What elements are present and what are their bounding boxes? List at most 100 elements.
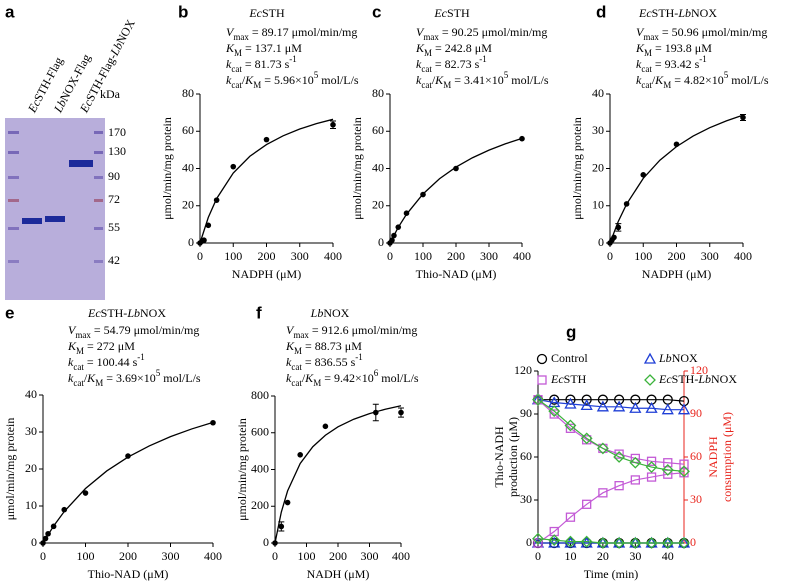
y2-tick-label: 0 [690,535,696,549]
text-part: Ec [87,306,101,320]
text-part: Lb [658,351,672,365]
marker [564,419,577,432]
text-part: = 5.96×10 [261,73,314,87]
text-part: NOX [711,372,737,386]
text-part: / [302,371,306,385]
series-line [537,399,685,472]
marker [645,537,658,549]
marker [614,481,624,491]
marker [646,456,657,466]
text-part: Ec [658,372,672,386]
x-tick-label: 300 [291,249,309,263]
gel [5,118,105,300]
y-tick-label: 0 [378,235,384,249]
x-axis-label: Time (min) [584,567,639,581]
text-part: V [68,323,77,337]
panel-letter: d [596,2,606,21]
annotation: KM = 137.1 μM [225,41,302,58]
fit-curve [199,118,334,244]
x-tick-label: 20 [597,549,609,563]
text-part: = 912.6 μmol/min/mg [309,323,418,337]
text-part: mol/L/s [318,73,359,87]
chart-title: EcSTH-LbNOX [87,306,166,320]
annotation: kcat = 82.73 s-1 [416,54,487,74]
text-part: cat [73,362,84,372]
text-part: k [286,355,292,369]
fit-curve [42,421,214,544]
text-part: = 137.1 μM [242,41,302,55]
text-part: -1 [479,54,487,64]
text-part: cat [291,362,302,372]
text-part: / [84,371,88,385]
gel-unit: kDa [100,87,121,101]
marker [580,535,593,548]
y-tick-label: 600 [251,425,269,439]
y-tick-label: 10 [25,498,37,512]
x-tick-label: 400 [204,549,222,563]
text-part: Ec [550,372,564,386]
y-axis-label: μmol/min/mg protein [3,418,17,521]
x-tick-label: 0 [535,549,541,563]
text-part: = 50.96 μmol/min/mg [659,25,768,39]
text-part: = 88.73 μM [302,339,362,353]
x-axis-label: NADPH (μM) [642,267,711,281]
annotation: Vmax = 50.96 μmol/min/mg [636,25,767,42]
y-tick-label: 120 [514,363,532,377]
text-part: cat [73,378,84,388]
text-part: k [68,355,74,369]
x-tick-label: 0 [607,249,613,263]
x-tick-label: 400 [513,249,531,263]
text-part: Lb [107,40,126,59]
text-part: = 54.79 μmol/min/mg [91,323,200,337]
x-axis-label: Thio-NAD (μM) [88,567,169,581]
text-part: mol/L/s [508,73,549,87]
chart-title: EcSTH [248,6,285,20]
text-part: Ec [76,96,95,115]
y-tick-label: 40 [372,160,384,174]
text-part: k [226,57,232,71]
x-tick-label: 300 [361,549,379,563]
marker [663,458,673,468]
x-tick-label: 100 [414,249,432,263]
data-point [201,237,207,244]
marker [614,449,624,459]
y2-tick-label: 90 [690,406,702,420]
legend-marker [643,352,657,364]
legend-marker [644,374,656,386]
marker [565,512,576,522]
text-part: M [443,80,451,90]
text-part: = 242.8 μM [432,41,492,55]
data-point [453,165,459,172]
text-part: 5 [156,368,161,378]
x-tick-label: 300 [480,249,498,263]
text-part: cat [641,64,652,74]
x-axis-label: NADPH (μM) [232,267,301,281]
text-part: K [244,73,254,87]
text-part: V [286,323,295,337]
text-part: k [68,371,74,385]
text-part: = 89.17 μmol/min/mg [249,25,358,39]
marker [661,463,674,476]
marker [549,394,560,405]
annotation: kcat = 81.73 s-1 [226,54,297,74]
legend-marker [536,353,548,365]
data-point [284,499,291,506]
text-part: = 3.41×10 [451,73,504,87]
y-axis-label: Thio-NADH [492,426,506,488]
y-tick-label: 40 [592,86,604,100]
text-part: max [75,330,91,340]
marker-label: 90 [108,169,120,183]
y-axis-label: μmol/min/mg protein [160,117,174,220]
text-part: = 193.8 μM [652,41,712,55]
text-part: Ec [24,96,43,115]
y2-tick-label: 120 [690,363,708,377]
text-part: NOX [691,6,717,20]
marker [564,535,577,548]
marker [613,400,626,412]
y-tick-label: 20 [25,461,37,475]
text-part: V [416,25,425,39]
text-part: STH [447,6,470,20]
text-part: M [76,346,84,356]
chart-title: EcSTH [433,6,470,20]
marker [661,403,674,415]
